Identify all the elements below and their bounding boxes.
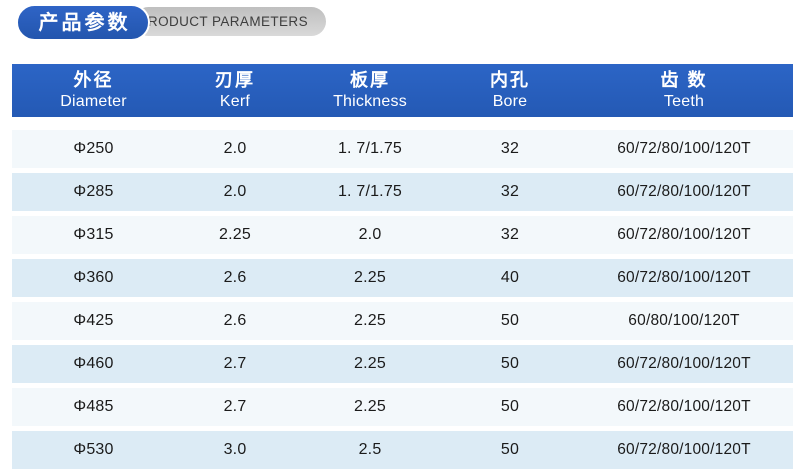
column-header-teeth: 齿 数 Teeth	[575, 64, 793, 117]
cell-kerf: 2.0	[223, 183, 247, 200]
badge-title-pill: 产品参数	[16, 4, 150, 41]
cell-teeth: 60/72/80/100/120T	[617, 441, 751, 458]
cell-thickness: 1. 7/1.75	[337, 183, 403, 200]
table-body: Φ250 2.0 1. 7/1.75 32 60/72/80/100/120T …	[12, 130, 793, 469]
cell-kerf: 2.0	[223, 140, 247, 157]
cell-thickness: 2.25	[354, 398, 386, 415]
cell-thickness: 2.25	[354, 312, 386, 329]
cell-teeth: 60/72/80/100/120T	[617, 269, 751, 286]
cell-bore: 32	[500, 140, 520, 157]
table-row: Φ360 2.6 2.25 40 60/72/80/100/120T	[12, 259, 793, 297]
table-row: Φ250 2.0 1. 7/1.75 32 60/72/80/100/120T	[12, 130, 793, 168]
table-row: Φ315 2.25 2.0 32 60/72/80/100/120T	[12, 216, 793, 254]
cell-bore: 50	[500, 355, 520, 372]
column-header-cn: 内孔	[490, 70, 530, 91]
cell-teeth: 60/72/80/100/120T	[617, 183, 751, 200]
cell-bore: 50	[500, 312, 520, 329]
cell-bore: 50	[500, 441, 520, 458]
cell-diameter: Φ285	[73, 183, 114, 200]
cell-teeth: 60/72/80/100/120T	[617, 140, 751, 157]
spec-table: 外径 Diameter 刃厚 Kerf 板厚 Thickness 内孔 Bore…	[12, 64, 793, 474]
cell-thickness: 2.5	[358, 441, 382, 458]
cell-teeth: 60/72/80/100/120T	[617, 398, 751, 415]
cell-diameter: Φ360	[73, 269, 114, 286]
cell-diameter: Φ485	[73, 398, 114, 415]
badge-title-text: 产品参数	[38, 11, 131, 34]
table-row: Φ285 2.0 1. 7/1.75 32 60/72/80/100/120T	[12, 173, 793, 211]
column-header-bore: 内孔 Bore	[445, 64, 575, 117]
cell-diameter: Φ425	[73, 312, 114, 329]
badge-subtitle-pill: PRODUCT PARAMETERS	[134, 7, 326, 36]
cell-kerf: 2.25	[219, 226, 251, 243]
column-header-thickness: 板厚 Thickness	[295, 64, 445, 117]
cell-thickness: 2.0	[358, 226, 382, 243]
column-header-cn: 外径	[73, 70, 114, 91]
table-row: Φ485 2.7 2.25 50 60/72/80/100/120T	[12, 388, 793, 426]
badge-subtitle-text: PRODUCT PARAMETERS	[138, 14, 308, 29]
cell-bore: 40	[500, 269, 520, 286]
cell-diameter: Φ315	[73, 226, 114, 243]
cell-teeth: 60/72/80/100/120T	[617, 226, 751, 243]
section-header: PRODUCT PARAMETERS 产品参数	[0, 0, 360, 48]
cell-kerf: 2.6	[223, 312, 247, 329]
column-header-en: Kerf	[219, 92, 251, 110]
column-header-kerf: 刃厚 Kerf	[175, 64, 295, 117]
table-header-row: 外径 Diameter 刃厚 Kerf 板厚 Thickness 内孔 Bore…	[12, 64, 793, 117]
cell-kerf: 2.7	[223, 355, 247, 372]
column-header-cn: 刃厚	[215, 70, 255, 91]
cell-bore: 32	[500, 226, 520, 243]
cell-diameter: Φ460	[73, 355, 114, 372]
cell-teeth: 60/72/80/100/120T	[617, 355, 751, 372]
cell-diameter: Φ250	[73, 140, 114, 157]
table-row: Φ460 2.7 2.25 50 60/72/80/100/120T	[12, 345, 793, 383]
column-header-en: Thickness	[333, 92, 407, 110]
table-row: Φ425 2.6 2.25 50 60/80/100/120T	[12, 302, 793, 340]
column-header-cn: 齿 数	[660, 70, 708, 91]
column-header-en: Bore	[492, 92, 528, 110]
column-header-cn: 板厚	[350, 70, 390, 91]
table-row: Φ530 3.0 2.5 50 60/72/80/100/120T	[12, 431, 793, 469]
cell-kerf: 2.7	[223, 398, 247, 415]
cell-thickness: 2.25	[354, 355, 386, 372]
cell-bore: 32	[500, 183, 520, 200]
cell-kerf: 2.6	[223, 269, 247, 286]
cell-bore: 50	[500, 398, 520, 415]
column-header-en: Diameter	[60, 92, 127, 110]
cell-teeth: 60/80/100/120T	[628, 312, 740, 329]
column-header-en: Teeth	[663, 92, 705, 110]
cell-diameter: Φ530	[73, 441, 114, 458]
cell-thickness: 2.25	[354, 269, 386, 286]
cell-thickness: 1. 7/1.75	[337, 140, 403, 157]
column-header-diameter: 外径 Diameter	[12, 64, 175, 117]
cell-kerf: 3.0	[223, 441, 247, 458]
